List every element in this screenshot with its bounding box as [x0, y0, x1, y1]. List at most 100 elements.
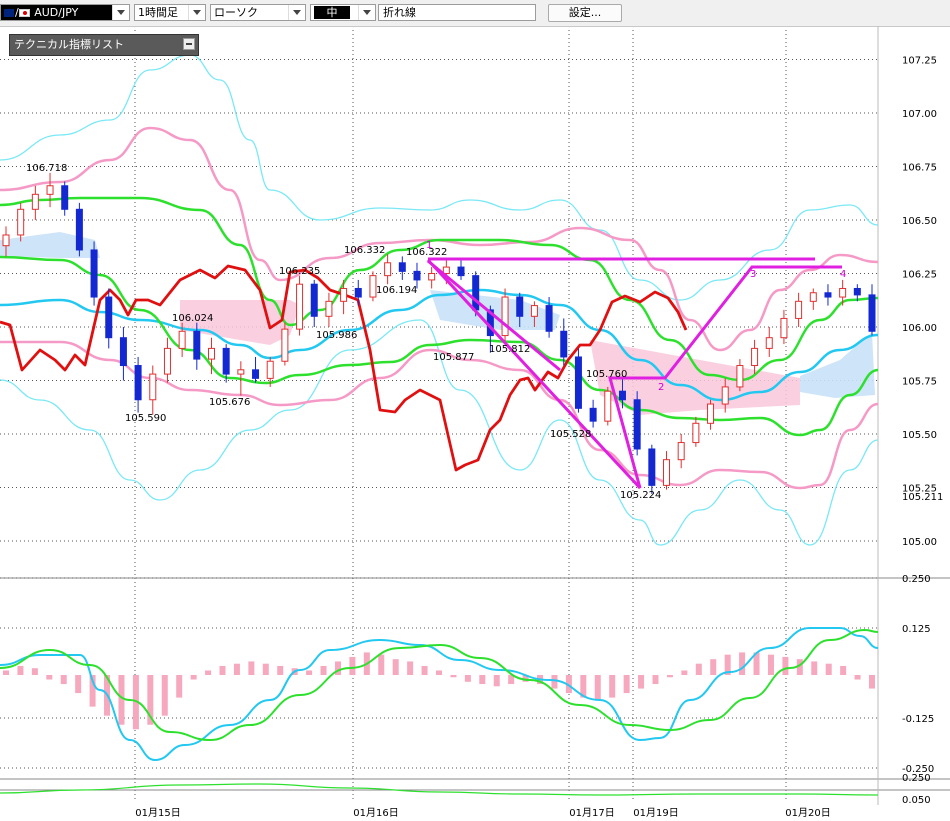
price-annotation: 105.877: [433, 352, 474, 363]
macd-histogram-bar: [392, 659, 399, 675]
settings-button[interactable]: 設定...: [548, 4, 622, 22]
interval-label: 1時間足: [138, 6, 178, 19]
draw-tool-field[interactable]: 折れ線: [378, 4, 536, 21]
ichimoku-cloud: [430, 290, 560, 330]
price-annotation: 105.986: [316, 330, 357, 341]
candle: [692, 416, 700, 447]
technical-indicator-list-panel[interactable]: テクニカル指標リスト: [9, 34, 199, 56]
macd-histogram-bar: [320, 665, 327, 675]
chart-type-select[interactable]: ローソク: [210, 4, 306, 21]
candle: [354, 279, 362, 306]
candle: [663, 451, 671, 490]
candle-body: [663, 459, 671, 486]
macd-axis-label: -0.125: [902, 714, 934, 725]
wave-label: 3: [750, 269, 756, 280]
macd-histogram-bar: [782, 656, 789, 675]
candle-body: [736, 365, 744, 388]
price-annotation: 106.194: [376, 285, 417, 296]
macd-histogram-bar: [262, 663, 269, 675]
candle: [413, 262, 421, 289]
candle-body: [751, 347, 759, 367]
date-axis-label: 01月17日: [569, 807, 614, 819]
macd-histogram-bar: [493, 675, 500, 687]
candle: [222, 344, 230, 383]
currency-pair-select[interactable]: / AUD/JPY: [0, 4, 130, 21]
date-axis-label: 01月20日: [785, 807, 830, 819]
candle: [310, 279, 318, 327]
candle-body: [795, 300, 803, 319]
macd-histogram-bar: [176, 675, 183, 698]
candle: [501, 288, 509, 345]
candle: [574, 348, 582, 413]
interval-select[interactable]: 1時間足: [134, 4, 206, 21]
candle: [560, 318, 568, 366]
candle: [516, 292, 524, 327]
price-annotation: 106.718: [26, 163, 67, 174]
macd-histogram-bar: [825, 663, 832, 675]
macd-histogram-bar: [248, 661, 255, 675]
macd-histogram-bar: [522, 675, 529, 682]
price-axis-label: 106.50: [902, 216, 937, 227]
red-lagging-line: [0, 264, 688, 472]
candle-body: [428, 273, 436, 281]
candle: [530, 301, 538, 327]
macd-axis-label: -0.250: [902, 764, 934, 775]
candle: [296, 275, 304, 336]
candle-body: [692, 422, 700, 444]
macd-histogram-bar: [811, 661, 818, 675]
macd-histogram-bar: [233, 663, 240, 675]
candle: [237, 361, 245, 396]
line-style-label: 中: [314, 6, 350, 19]
price-annotation: 105.812: [489, 344, 530, 355]
candle: [46, 172, 54, 208]
price-annotation: 106.332: [344, 245, 385, 256]
candle-body: [222, 347, 230, 375]
line-style-select[interactable]: 中: [310, 4, 376, 21]
price-axis-label: 106.25: [902, 270, 937, 281]
wave-label: 4: [840, 269, 846, 280]
price-axis-label: 106.75: [902, 163, 937, 174]
currency-pair-label: AUD/JPY: [34, 6, 79, 19]
panel-collapse-icon[interactable]: [183, 38, 195, 50]
candle: [868, 284, 876, 336]
candle-body: [648, 448, 656, 486]
macd-histogram-bar: [277, 665, 284, 675]
candle: [824, 284, 832, 306]
candle: [545, 297, 553, 338]
macd-histogram-bar: [565, 675, 572, 694]
price-axis-label: 107.25: [902, 56, 937, 67]
dropdown-arrow-icon: [288, 5, 305, 20]
candle-body: [369, 275, 377, 298]
candle: [853, 284, 861, 302]
macd-histogram-bar: [695, 663, 702, 675]
candle-body: [325, 300, 333, 317]
current-price-label: 105.211: [902, 492, 943, 503]
macd-histogram-bar: [306, 670, 313, 675]
candle-body: [457, 266, 465, 277]
ichimoku-cloud: [180, 300, 300, 345]
wave-label: 2: [658, 382, 664, 393]
candle-body: [178, 330, 186, 349]
macd-histogram-bar: [378, 654, 385, 675]
candle-body: [75, 208, 83, 251]
macd-histogram-bar: [479, 675, 486, 685]
candle-body: [853, 287, 861, 296]
price-axis-label: 107.00: [902, 109, 937, 120]
macd-histogram-bar: [161, 675, 168, 716]
candle-body: [105, 296, 113, 339]
price-axis-label: 105.50: [902, 430, 937, 441]
candle-body: [633, 399, 641, 450]
candle-body: [90, 249, 98, 298]
dropdown-arrow-icon: [188, 5, 205, 20]
macd-axis-label: 0.250: [902, 574, 931, 585]
macd-histogram-bar: [219, 665, 226, 675]
candle-body: [17, 208, 25, 236]
price-annotation: 106.024: [172, 313, 213, 324]
price-annotation: 105.590: [125, 413, 166, 424]
macd-histogram-bar: [421, 665, 428, 675]
australia-flag-icon: [4, 9, 14, 17]
macd-histogram-bar: [609, 675, 616, 698]
macd-histogram-bar: [854, 675, 861, 680]
macd-histogram-bar: [638, 675, 645, 689]
